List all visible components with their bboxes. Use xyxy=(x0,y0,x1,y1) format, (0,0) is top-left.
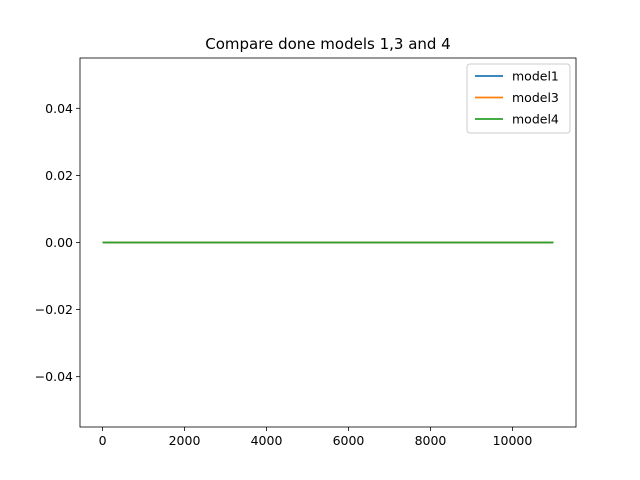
plot-frame xyxy=(79,57,577,428)
y-tick-label: 0.02 xyxy=(45,168,73,183)
x-tick-label: 6000 xyxy=(333,433,365,448)
legend-box xyxy=(466,63,571,134)
legend-label-model1: model1 xyxy=(512,69,559,84)
legend-label-model3: model3 xyxy=(512,90,559,105)
x-tick-label: 2000 xyxy=(169,433,201,448)
y-tick-label: −0.02 xyxy=(35,302,73,317)
x-tick-label: 8000 xyxy=(415,433,447,448)
x-tick-label: 10000 xyxy=(493,433,533,448)
legend-label-model4: model4 xyxy=(512,112,559,127)
x-tick-label: 0 xyxy=(99,433,107,448)
y-tick-label: 0.04 xyxy=(45,101,73,116)
legend: model1 model3 model4 xyxy=(466,63,571,134)
x-axis: 0 2000 4000 6000 8000 10000 xyxy=(99,427,533,448)
y-axis: 0.04 0.02 0.00 −0.02 −0.04 xyxy=(35,101,80,384)
x-tick-label: 4000 xyxy=(251,433,283,448)
y-tick-label: −0.04 xyxy=(35,369,73,384)
chart-title: Compare done models 1,3 and 4 xyxy=(205,35,450,53)
y-tick-label: 0.00 xyxy=(45,235,73,250)
